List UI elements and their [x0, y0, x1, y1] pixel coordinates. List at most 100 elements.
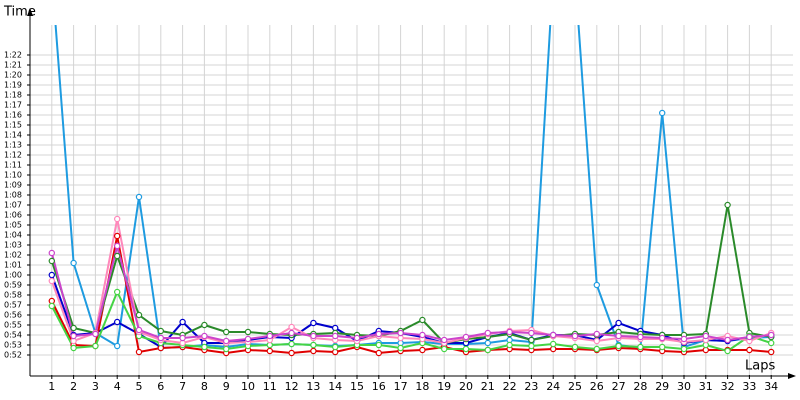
- point: [288, 329, 295, 337]
- point: [135, 193, 143, 201]
- point: [441, 336, 448, 344]
- point: [659, 343, 666, 351]
- point: [528, 342, 535, 350]
- point: [419, 346, 426, 354]
- point: [70, 344, 77, 352]
- point: [244, 335, 252, 343]
- x-tick-label: 32: [721, 380, 735, 393]
- y-tick-label: 1:17: [4, 101, 22, 110]
- series-line: [54, 25, 772, 350]
- point: [593, 337, 601, 345]
- point: [419, 316, 426, 324]
- point: [113, 242, 121, 250]
- point: [550, 340, 557, 348]
- point: [222, 337, 230, 345]
- point: [680, 345, 688, 353]
- x-tick-label: 15: [350, 380, 364, 393]
- series-line: [50, 235, 772, 355]
- x-tick-label: 30: [677, 380, 691, 393]
- y-tick-label: 0:54: [4, 331, 22, 340]
- x-tick-label: 1: [48, 380, 55, 393]
- point: [419, 331, 426, 339]
- x-axis-label: Laps: [745, 359, 775, 374]
- point: [768, 331, 775, 339]
- point: [659, 334, 666, 342]
- point: [135, 348, 143, 356]
- point: [113, 232, 121, 240]
- point: [48, 277, 56, 285]
- point: [768, 348, 775, 356]
- point: [201, 321, 208, 329]
- y-tick-label: 0:59: [4, 281, 22, 290]
- point: [113, 318, 121, 326]
- point: [375, 349, 382, 357]
- point: [484, 346, 491, 354]
- point: [201, 343, 208, 351]
- x-tick-label: 27: [612, 380, 626, 393]
- y-tick-label: 1:21: [4, 61, 22, 70]
- point: [746, 333, 753, 341]
- point: [288, 323, 295, 331]
- point: [288, 340, 295, 348]
- x-tick-label: 24: [546, 380, 560, 393]
- x-tick-label: 13: [306, 380, 320, 393]
- point: [528, 329, 535, 337]
- y-tick-label: 1:11: [4, 161, 22, 170]
- point: [201, 332, 208, 340]
- y-tick-label: 1:01: [4, 261, 22, 270]
- y-tick-label: 1:00: [4, 271, 22, 280]
- x-tick-label: 2: [70, 380, 77, 393]
- point: [506, 341, 513, 349]
- y-tick-label: 0:55: [4, 321, 22, 330]
- point: [310, 347, 317, 355]
- x-tick-label: 28: [633, 380, 647, 393]
- point: [135, 311, 143, 319]
- y-tick-label: 1:20: [4, 71, 22, 80]
- y-tick-label: 1:13: [4, 141, 22, 150]
- x-tick-label: 21: [481, 380, 495, 393]
- x-tick-label: 8: [201, 380, 208, 393]
- point: [724, 201, 731, 209]
- x-tick-label: 23: [524, 380, 538, 393]
- point: [637, 343, 644, 351]
- y-tick-label: 1:12: [4, 151, 22, 160]
- y-axis-label: Time: [3, 5, 36, 20]
- x-tick-label: 4: [114, 380, 121, 393]
- y-tick-label: 1:05: [4, 221, 22, 230]
- point: [48, 302, 56, 310]
- point: [702, 332, 710, 340]
- y-tick-label: 1:10: [4, 171, 22, 180]
- y-tick-label: 1:03: [4, 241, 22, 250]
- point: [615, 319, 622, 327]
- point: [746, 346, 753, 354]
- y-tick-label: 0:56: [4, 311, 22, 320]
- point: [48, 257, 56, 265]
- x-tick-label: 29: [655, 380, 669, 393]
- y-tick-label: 1:22: [4, 51, 22, 60]
- point: [375, 341, 382, 349]
- point: [157, 334, 164, 342]
- point: [593, 281, 601, 289]
- x-tick-label: 12: [285, 380, 299, 393]
- point: [375, 330, 382, 338]
- y-tick-label: 1:04: [4, 231, 22, 240]
- point: [571, 332, 579, 340]
- y-tick-label: 1:08: [4, 191, 22, 200]
- point: [288, 349, 295, 357]
- point: [680, 335, 688, 343]
- series-line: [50, 289, 772, 353]
- point: [397, 329, 404, 337]
- x-tick-label: 22: [503, 380, 517, 393]
- point: [615, 332, 622, 340]
- x-axis-arrow: [788, 373, 796, 379]
- point: [135, 326, 143, 334]
- point: [92, 342, 99, 350]
- point: [506, 328, 513, 336]
- x-tick-label: 34: [764, 380, 778, 393]
- x-tick-label: 18: [415, 380, 429, 393]
- y-tick-label: 1:02: [4, 251, 22, 260]
- x-tick-label: 6: [157, 380, 164, 393]
- series-line: [50, 245, 772, 343]
- y-tick-label: 1:18: [4, 91, 22, 100]
- y-tick-label: 0:58: [4, 291, 22, 300]
